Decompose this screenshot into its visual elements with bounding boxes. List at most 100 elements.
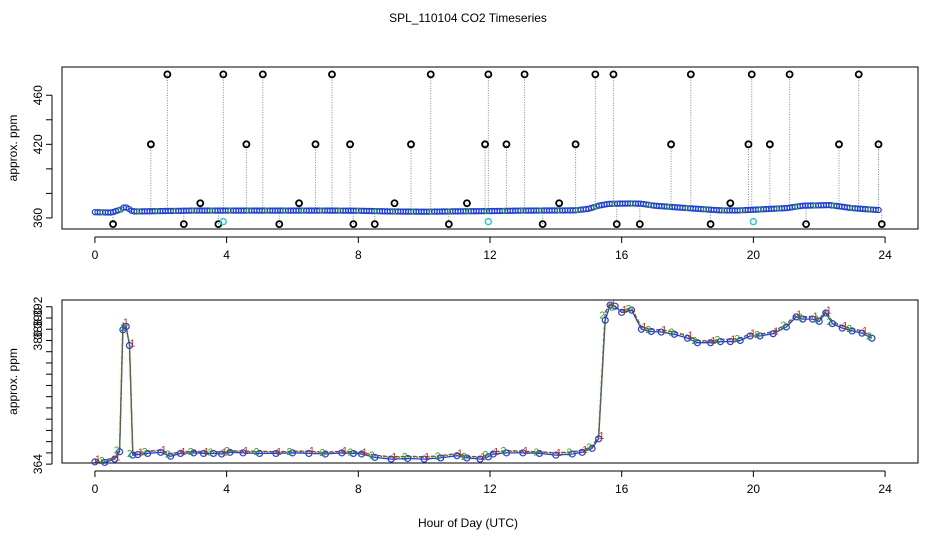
series-3-point <box>144 449 152 458</box>
series-3-point <box>122 322 130 331</box>
series-1-label: 1 <box>480 452 486 463</box>
y-tick-label: 364 <box>31 454 45 474</box>
series-1-label: 1 <box>342 446 348 457</box>
flagged-point <box>484 217 493 226</box>
series-3-point <box>552 451 560 459</box>
series-3-point <box>288 449 297 457</box>
spike-point <box>370 220 379 228</box>
x-tick-label: 0 <box>92 248 99 262</box>
y-axis-label: approx. ppm <box>6 115 20 182</box>
spike-point <box>571 140 580 149</box>
series-2-label: 2 <box>402 452 408 463</box>
series-2-label: 2 <box>142 447 148 458</box>
series-3-point <box>809 315 817 323</box>
spike-point <box>311 140 320 149</box>
series-3-point <box>453 452 461 460</box>
series-3-point <box>463 454 471 462</box>
series-3-point <box>799 315 807 323</box>
series-2-label: 2 <box>866 332 872 343</box>
y-tick-label: 386 <box>31 330 45 350</box>
series-3-point <box>218 450 226 458</box>
series-3-point <box>606 301 614 309</box>
series-1-label: 1 <box>842 321 848 332</box>
series-1-label: 1 <box>862 326 868 337</box>
series-1-label: 1 <box>457 448 463 459</box>
series-2-label: 2 <box>435 451 441 462</box>
series-3-point <box>535 449 543 458</box>
series-line-1 <box>94 301 873 461</box>
series-2-label: 2 <box>114 446 120 457</box>
series-2-label: 2 <box>461 452 467 463</box>
series-2-label: 2 <box>287 447 293 458</box>
series-3-point <box>868 334 876 342</box>
series-2-label: 2 <box>188 447 194 458</box>
series-1-label: 1 <box>599 431 605 442</box>
spike-point <box>538 220 547 228</box>
series-3-point <box>848 327 856 335</box>
y-axis-label: approx. ppm <box>6 348 20 415</box>
series-2-label: 2 <box>501 446 507 457</box>
spike-point <box>747 70 756 79</box>
y-tick-label: 388 <box>31 319 45 339</box>
series-3-point <box>404 454 412 463</box>
plot-frame <box>61 299 919 464</box>
series-2-label: 2 <box>646 325 652 336</box>
spike-point <box>502 140 511 149</box>
series-2-label: 2 <box>797 312 803 323</box>
series-3-point <box>746 332 754 340</box>
series-3-point <box>437 454 445 462</box>
x-tick-label: 4 <box>223 248 230 262</box>
spike-point <box>295 199 303 208</box>
series-3-point <box>756 332 764 340</box>
series-3-point <box>618 308 626 316</box>
series-2-label: 2 <box>348 447 354 458</box>
series-3-point <box>239 449 247 457</box>
series-3-point <box>199 449 208 458</box>
spike-point <box>349 220 358 228</box>
series-3-point <box>858 329 866 337</box>
flagged-point <box>219 217 228 226</box>
series-line-3 <box>94 304 873 464</box>
series-2-label: 2 <box>254 447 260 458</box>
series-2-label: 2 <box>369 451 375 462</box>
series-3-point <box>371 453 379 461</box>
spike-point <box>196 199 205 208</box>
series-2-label: 2 <box>715 335 721 346</box>
x-tick-label: 4 <box>223 482 230 496</box>
series-3-point <box>91 458 99 466</box>
spike-point <box>426 70 435 79</box>
series-2-label: 2 <box>754 330 760 341</box>
series-3-point <box>838 324 846 332</box>
spike-point <box>744 140 753 149</box>
series-3-point <box>736 336 744 345</box>
series-1-label: 1 <box>750 329 756 340</box>
x-tick-label: 12 <box>483 248 497 262</box>
series-1-label: 1 <box>622 305 628 316</box>
spike-point <box>407 140 415 149</box>
spike-point <box>444 220 453 228</box>
series-3-point <box>305 449 313 458</box>
series-1-label: 1 <box>161 445 167 456</box>
series-3-point <box>101 458 109 467</box>
y-tick-label: 460 <box>31 85 45 105</box>
series-3-point <box>519 449 527 457</box>
series-3-point <box>578 448 586 456</box>
spike-point <box>686 70 695 79</box>
spike-point <box>635 220 644 228</box>
series-3-point <box>627 306 636 314</box>
plot-frame <box>61 66 919 230</box>
series-2-label: 2 <box>586 442 592 453</box>
y-tick-label: 390 <box>31 308 45 328</box>
spike-point <box>179 220 188 228</box>
series-3-point <box>349 449 357 458</box>
series-3-point <box>502 449 511 457</box>
figure-title: SPL_110104 CO2 Timeseries <box>389 11 547 25</box>
series-3-point <box>420 455 428 463</box>
series-3-point <box>167 452 175 460</box>
x-tick-label: 20 <box>747 248 761 262</box>
series-2-label: 2 <box>609 302 615 313</box>
series-3-point <box>338 449 346 457</box>
series-2-label: 2 <box>567 447 573 458</box>
series-2-label: 2 <box>534 447 540 458</box>
